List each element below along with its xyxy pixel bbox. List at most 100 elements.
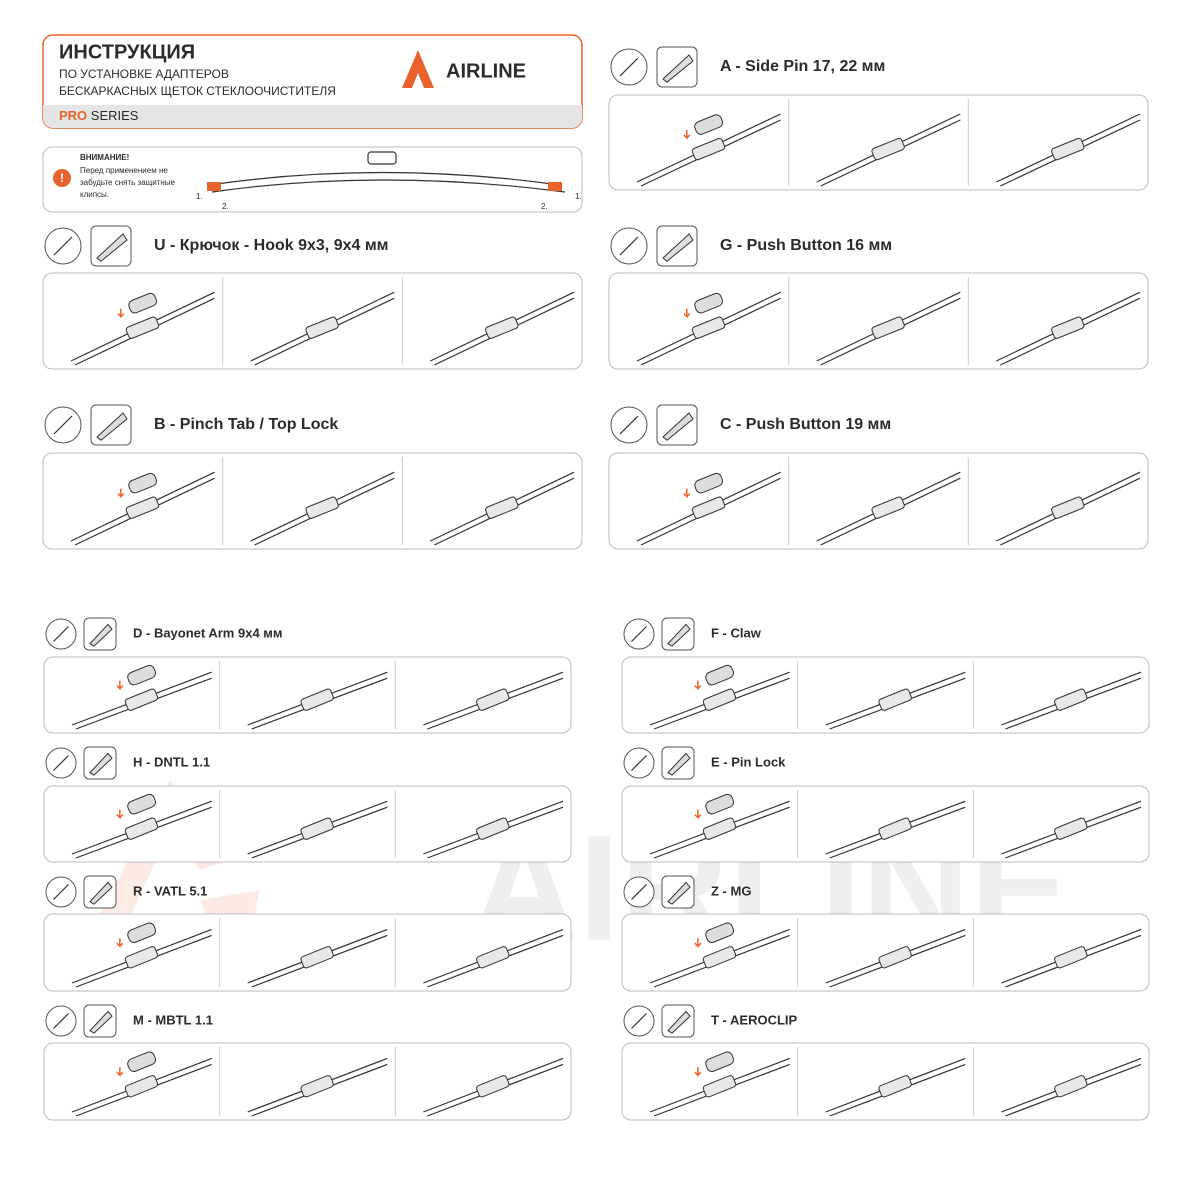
arrow xyxy=(694,938,702,949)
arm-icon-line xyxy=(53,236,73,256)
brand: AIRLINE xyxy=(446,60,526,82)
adapter xyxy=(702,688,737,711)
arm-icon-line xyxy=(619,57,639,77)
section: T - AEROCLIP xyxy=(621,1004,1150,1121)
section: D - Bayonet Arm 9x4 мм xyxy=(43,617,572,734)
section-title: M - MBTL 1.1 xyxy=(133,1012,213,1027)
panel xyxy=(621,785,1150,863)
adapter xyxy=(878,1075,912,1098)
arm-icon-line xyxy=(631,1013,647,1029)
arm-icon-line xyxy=(631,755,647,771)
adapter xyxy=(305,316,339,339)
warning: ! ВНИМАНИЕ! Перед применением не забудьт… xyxy=(42,146,583,213)
section: G - Push Button 16 мм xyxy=(608,225,1149,370)
section-title: E - Pin Lock xyxy=(711,754,786,769)
section: E - Pin Lock xyxy=(621,746,1150,863)
adapter xyxy=(1051,496,1085,519)
adapter-part xyxy=(128,292,158,314)
section: B - Pinch Tab / Top Lock xyxy=(42,404,583,550)
adapter xyxy=(1054,817,1088,840)
series: PRO SERIES xyxy=(59,108,139,123)
adapter-part xyxy=(705,922,735,943)
adapter xyxy=(300,946,334,969)
adapter-icon-shape xyxy=(662,54,694,83)
adapter xyxy=(476,817,510,840)
adapter xyxy=(878,946,912,969)
section-title: R - VATL 5.1 xyxy=(133,883,207,898)
section-title: U - Крючок - Hook 9x3, 9x4 мм xyxy=(154,237,389,254)
panel xyxy=(608,452,1149,550)
adapter-icon-shape xyxy=(667,1010,691,1034)
panel xyxy=(621,1042,1150,1121)
panel xyxy=(43,1042,572,1121)
adapter-icon-shape xyxy=(667,623,691,647)
adapter xyxy=(476,946,510,969)
adapter-icon-shape xyxy=(89,881,113,905)
panel xyxy=(42,272,583,370)
arm-icon-line xyxy=(53,755,69,771)
header-title: ИНСТРУКЦИЯ xyxy=(59,41,195,63)
adapter xyxy=(878,688,912,711)
arrow xyxy=(694,680,702,691)
section: Z - MG xyxy=(621,875,1150,992)
step: 2. xyxy=(222,202,229,211)
arm-icon-line xyxy=(53,415,73,435)
section-title: B - Pinch Tab / Top Lock xyxy=(154,416,338,433)
adapter-part xyxy=(127,664,157,686)
adapter xyxy=(124,688,159,711)
panel xyxy=(621,913,1150,992)
series-accent: PRO xyxy=(59,108,87,123)
arrow xyxy=(116,809,124,820)
adapter xyxy=(1051,316,1085,339)
arm-icon-line xyxy=(53,626,69,642)
adapter xyxy=(124,1075,159,1098)
panel xyxy=(43,913,572,992)
arrow xyxy=(694,1067,702,1078)
panel xyxy=(43,656,572,734)
step: 1. xyxy=(196,192,203,201)
adapter-icon-shape xyxy=(89,623,113,647)
adapter xyxy=(1054,1075,1088,1098)
arrow xyxy=(683,488,691,499)
step: 2. xyxy=(541,202,548,211)
adapter-part xyxy=(694,472,724,494)
adapter xyxy=(124,946,159,969)
adapter xyxy=(871,137,905,161)
arm-icon-line xyxy=(53,1013,69,1029)
warning-text: клипсы. xyxy=(80,190,109,199)
adapter-icon-shape xyxy=(667,881,691,905)
arm-icon-line xyxy=(631,626,647,642)
adapter-icon-shape xyxy=(96,412,128,441)
adapter-icon-shape xyxy=(667,752,691,776)
arrow xyxy=(116,680,124,691)
step: 1. xyxy=(575,192,582,201)
adapter xyxy=(300,817,334,840)
svg-text:!: ! xyxy=(60,171,64,185)
arrow xyxy=(117,308,125,319)
adapter xyxy=(485,496,519,519)
adapter xyxy=(1051,137,1085,161)
adapter xyxy=(691,316,726,339)
adapter-part xyxy=(127,922,157,943)
section-title: Z - MG xyxy=(711,883,751,898)
section: A - Side Pin 17, 22 мм xyxy=(608,46,1149,191)
warning-title: ВНИМАНИЕ! xyxy=(80,153,129,162)
section: R - VATL 5.1 xyxy=(43,875,572,992)
adapter-part xyxy=(694,292,724,314)
adapter xyxy=(476,1075,510,1098)
adapter xyxy=(702,817,737,840)
adapter xyxy=(691,496,726,519)
adapter xyxy=(702,946,737,969)
arrow xyxy=(683,130,691,140)
adapter xyxy=(124,817,159,840)
adapter-part xyxy=(127,793,157,815)
header-subtitle: ПО УСТАНОВКЕ АДАПТЕРОВ xyxy=(59,67,229,81)
adapter xyxy=(300,688,334,711)
adapter xyxy=(1054,946,1088,969)
section-title: F - Claw xyxy=(711,625,762,640)
adapter xyxy=(1054,688,1088,711)
adapter xyxy=(476,688,510,711)
adapter xyxy=(878,817,912,840)
section: F - Claw xyxy=(621,617,1150,734)
